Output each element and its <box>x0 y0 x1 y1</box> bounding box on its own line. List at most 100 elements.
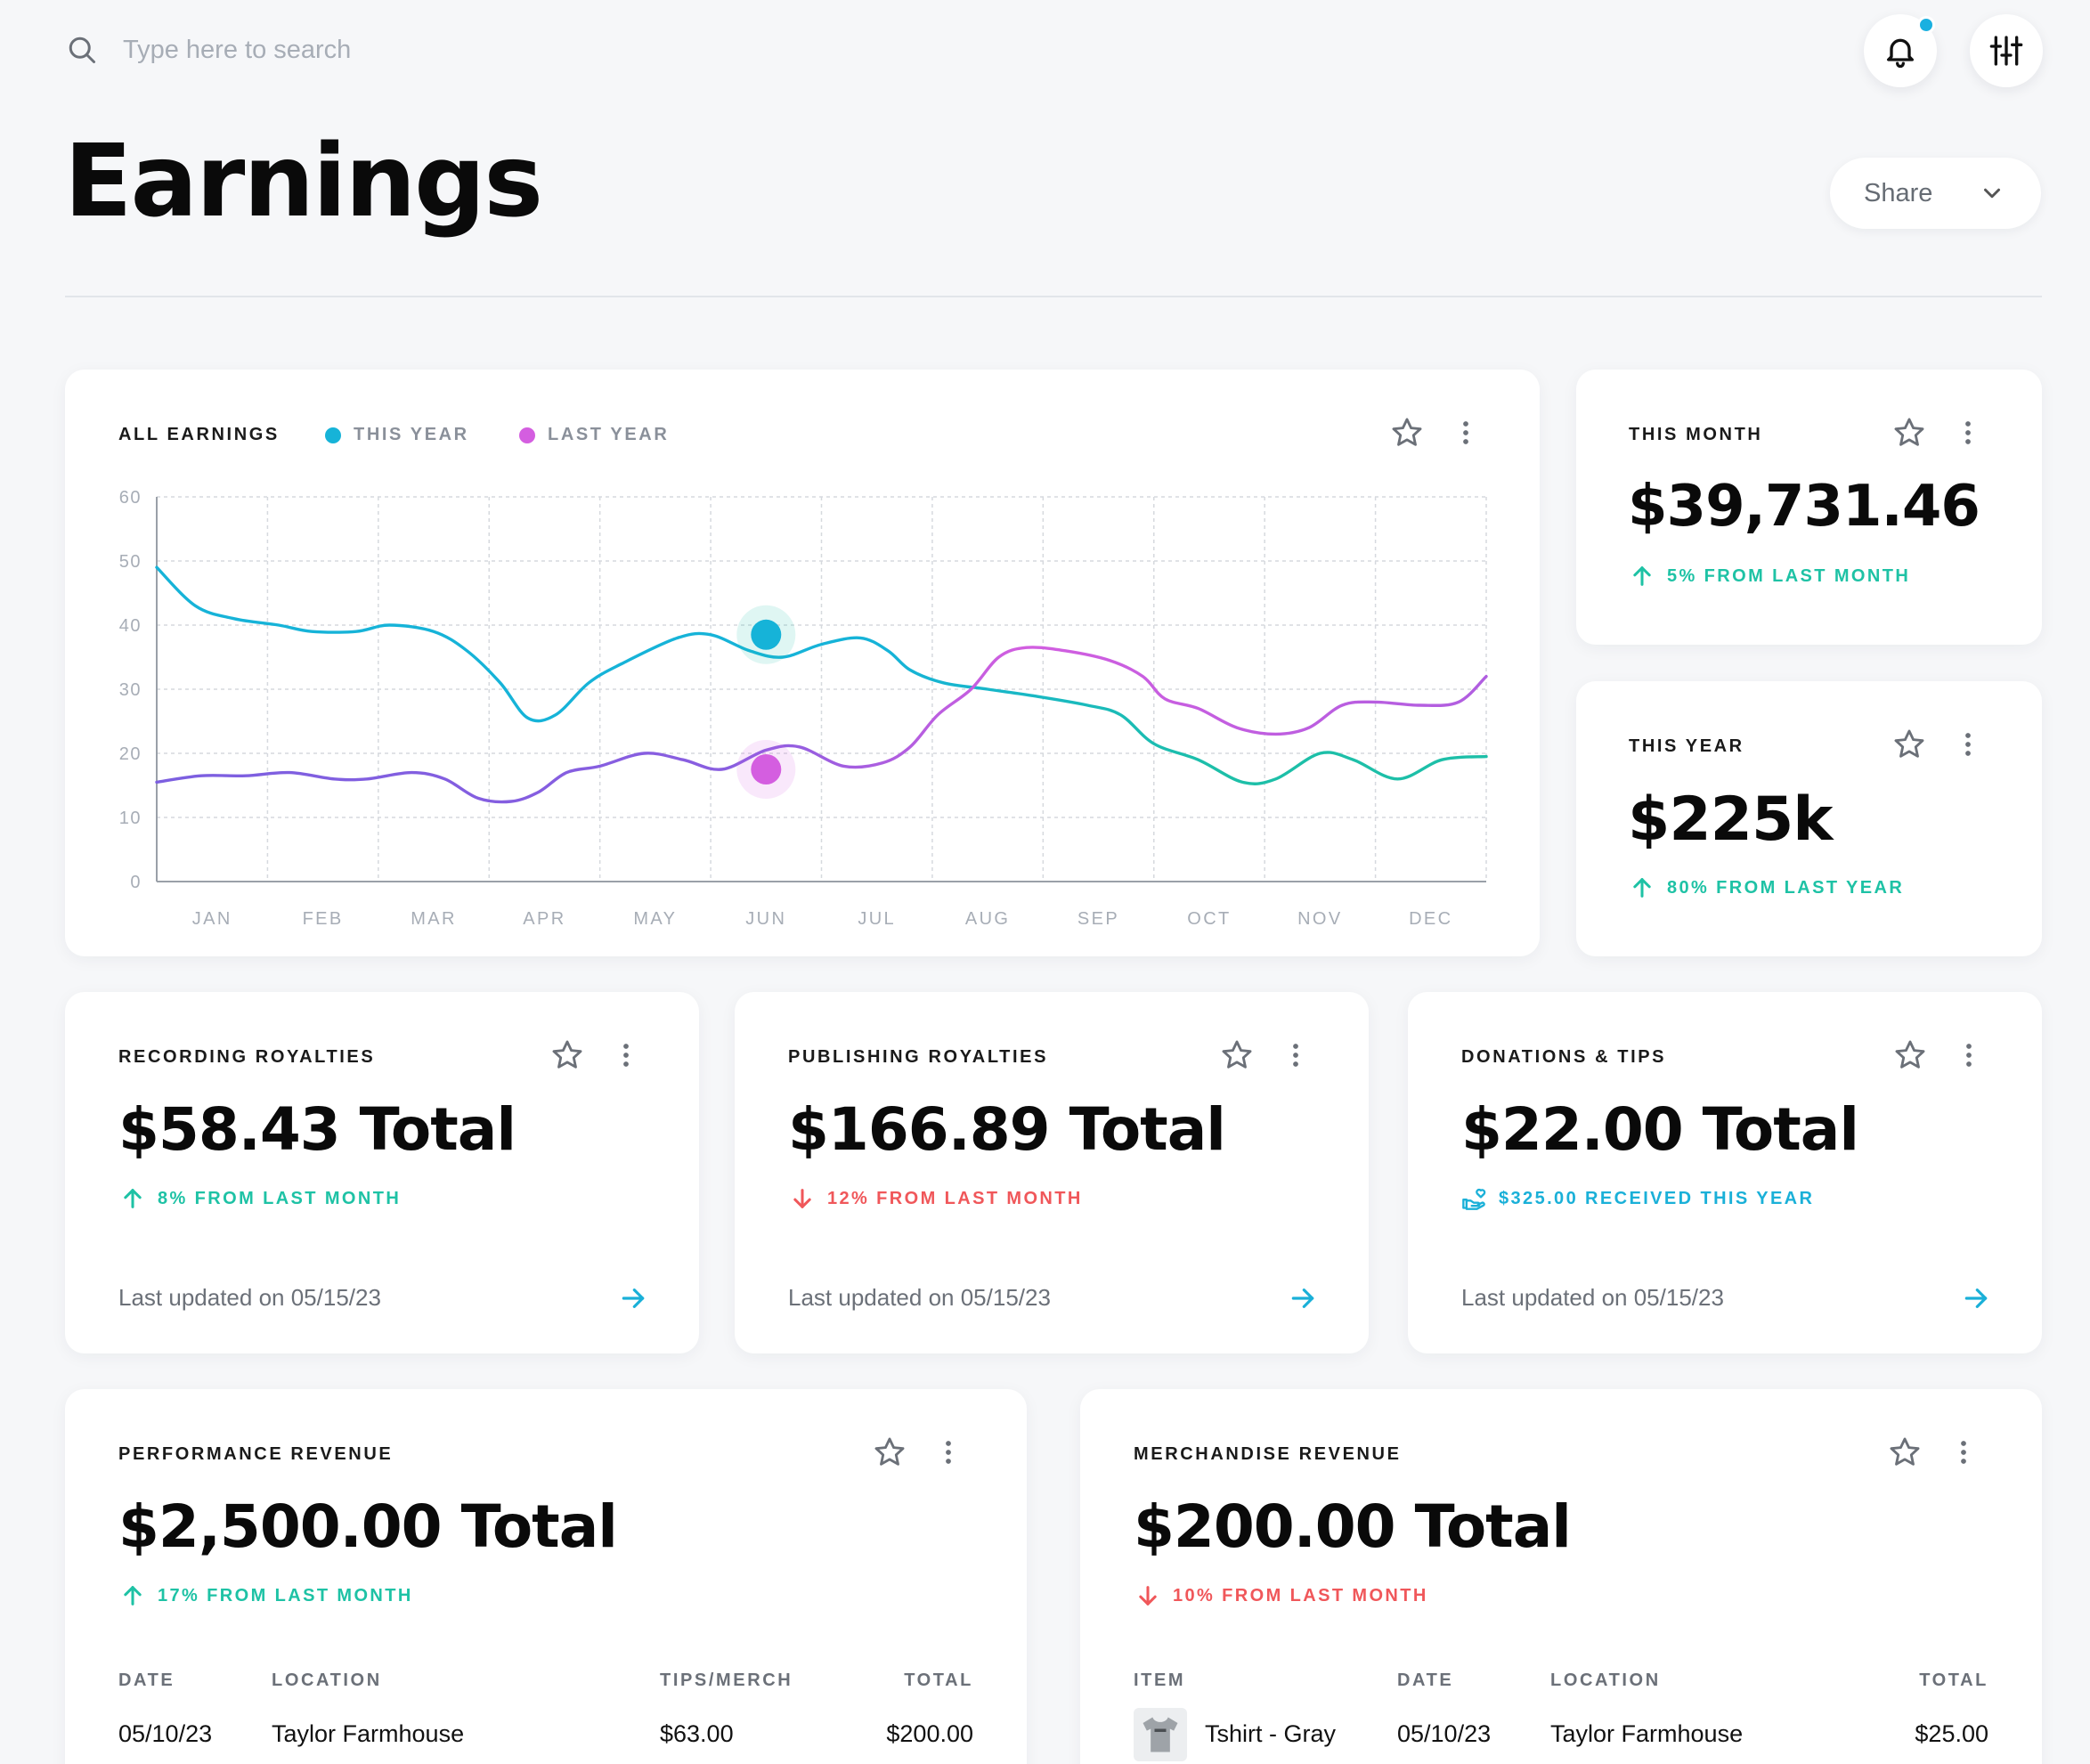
filters-button[interactable] <box>1970 14 2043 87</box>
highlight-point-last-year <box>751 754 782 784</box>
this-month-card: THIS MONTH $39,731.46 5% FROM LAST MONTH <box>1576 370 2042 645</box>
arrow-down-icon <box>1139 1586 1157 1605</box>
x-tick-label: FEB <box>303 909 344 929</box>
performance-revenue-card: PERFORMANCE REVENUE $2,500.00 Total 17% … <box>65 1389 1027 1764</box>
column-header-item[interactable]: ITEM <box>1134 1671 1186 1690</box>
chevron-down-icon <box>1984 188 2000 199</box>
search-input[interactable] <box>123 35 657 65</box>
column-header-date[interactable]: DATE <box>1397 1671 1454 1690</box>
this-month-value: $39,731.46 <box>1628 474 1980 540</box>
page-title: Earnings <box>64 124 543 240</box>
more-options-icon[interactable] <box>1460 419 1472 446</box>
more-options-icon[interactable] <box>1289 1042 1302 1069</box>
all-earnings-card: ALL EARNINGS THIS YEAR LAST YEAR 0 10 20 30… <box>65 370 1540 956</box>
legend-label-this-year: THIS YEAR <box>354 425 469 444</box>
trend-text: 80% FROM LAST YEAR <box>1667 877 1905 898</box>
arrow-right-icon[interactable] <box>619 1284 647 1313</box>
arrow-down-icon <box>793 1189 811 1208</box>
star-icon[interactable] <box>1390 416 1424 450</box>
trend-text: 17% FROM LAST MONTH <box>158 1585 413 1605</box>
card-title: PUBLISHING ROYALTIES <box>788 1047 1049 1067</box>
column-header-total[interactable]: TOTAL <box>904 1671 973 1690</box>
star-icon[interactable] <box>1888 1435 1922 1469</box>
this-year-trend: 80% FROM LAST YEAR <box>1630 875 1904 900</box>
card-title: PERFORMANCE REVENUE <box>118 1444 394 1464</box>
share-dropdown[interactable]: Share <box>1830 158 2041 229</box>
this-year-card: THIS YEAR $225k 80% FROM LAST YEAR <box>1576 681 2042 956</box>
search-icon[interactable] <box>66 34 98 66</box>
legend-dot-this-year <box>325 427 341 443</box>
merchandise-revenue-card: MERCHANDISE REVENUE $200.00 Total 10% FR… <box>1080 1389 2042 1764</box>
star-icon[interactable] <box>873 1435 907 1469</box>
tshirt-icon <box>1143 1717 1178 1752</box>
arrow-right-icon[interactable] <box>1962 1284 1990 1313</box>
notifications-button[interactable] <box>1864 14 1937 87</box>
more-options-icon[interactable] <box>1962 419 1974 446</box>
card-actions <box>550 1038 632 1072</box>
column-header-total[interactable]: TOTAL <box>1919 1671 1988 1690</box>
performance-value: $2,500.00 Total <box>118 1492 618 1561</box>
sliders-icon <box>1989 36 2023 66</box>
x-tick-label: MAY <box>633 909 677 929</box>
x-tick-label: JAN <box>192 909 232 929</box>
more-options-icon[interactable] <box>620 1042 632 1069</box>
trend-text: 5% FROM LAST MONTH <box>1667 565 1911 586</box>
arrow-up-icon <box>124 1189 142 1208</box>
hand-heart-icon <box>1462 1188 1486 1210</box>
star-icon[interactable] <box>550 1038 584 1072</box>
x-tick-label: JUL <box>858 909 896 929</box>
cell-location: Taylor Farmhouse <box>272 1720 465 1747</box>
arrow-up-icon <box>1633 878 1651 898</box>
publishing-royalties-card: PUBLISHING ROYALTIES $166.89 Total 12% F… <box>735 992 1369 1353</box>
x-tick-label: AUG <box>965 909 1011 929</box>
more-options-icon[interactable] <box>1962 731 1974 758</box>
x-tick-label: JUN <box>745 909 786 929</box>
cell-item: Tshirt - Gray <box>1205 1720 1337 1747</box>
recording-value: $58.43 Total <box>118 1095 516 1164</box>
more-options-icon[interactable] <box>1957 1439 1970 1466</box>
arrow-up-icon <box>124 1586 142 1605</box>
column-header-date[interactable]: DATE <box>118 1671 175 1690</box>
this-month-trend: 5% FROM LAST MONTH <box>1630 564 1910 589</box>
donations-received: $325.00 RECEIVED THIS YEAR <box>1461 1186 1814 1211</box>
search-bar <box>66 34 657 66</box>
series-line-this-year <box>155 565 1488 785</box>
column-header-tips-merch[interactable]: TIPS/MERCH <box>660 1671 793 1690</box>
star-icon[interactable] <box>1892 728 1926 761</box>
y-tick-label: 20 <box>119 744 142 764</box>
product-thumbnail <box>1134 1708 1187 1761</box>
publishing-trend: 12% FROM LAST MONTH <box>790 1186 1083 1211</box>
x-tick-label: APR <box>523 909 565 929</box>
donations-tips-card: DONATIONS & TIPS $22.00 Total $325.00 RE… <box>1408 992 2042 1353</box>
arrow-right-icon[interactable] <box>1289 1284 1317 1313</box>
card-title: THIS MONTH <box>1629 425 1763 444</box>
arrow-up-icon <box>1633 566 1651 586</box>
card-actions <box>1892 728 1974 761</box>
star-icon[interactable] <box>1893 1038 1927 1072</box>
column-header-location[interactable]: LOCATION <box>1550 1671 1661 1690</box>
y-tick-label: 0 <box>130 873 142 892</box>
x-tick-label: MAR <box>411 909 457 929</box>
donations-value: $22.00 Total <box>1461 1095 1859 1164</box>
more-options-icon[interactable] <box>1963 1042 1975 1069</box>
x-tick-label: SEP <box>1078 909 1119 929</box>
card-title: ALL EARNINGS <box>118 425 280 444</box>
last-updated: Last updated on 05/15/23 <box>118 1284 381 1311</box>
card-title: THIS YEAR <box>1629 736 1744 756</box>
header-divider <box>65 296 2042 297</box>
x-tick-label: NOV <box>1297 909 1343 929</box>
notification-badge <box>1917 16 1935 34</box>
column-header-location[interactable]: LOCATION <box>272 1671 382 1690</box>
card-title: MERCHANDISE REVENUE <box>1134 1444 1402 1464</box>
trend-text: $325.00 RECEIVED THIS YEAR <box>1499 1188 1815 1208</box>
card-title: DONATIONS & TIPS <box>1461 1047 1667 1067</box>
legend-this-year[interactable]: THIS YEAR <box>325 425 469 445</box>
more-options-icon[interactable] <box>942 1439 955 1466</box>
star-icon[interactable] <box>1892 416 1926 450</box>
legend-last-year[interactable]: LAST YEAR <box>519 425 669 445</box>
star-icon[interactable] <box>1220 1038 1254 1072</box>
card-actions <box>1390 416 1472 450</box>
card-actions <box>873 1435 955 1469</box>
highlight-point-this-year <box>751 619 782 650</box>
last-updated: Last updated on 05/15/23 <box>788 1284 1051 1311</box>
